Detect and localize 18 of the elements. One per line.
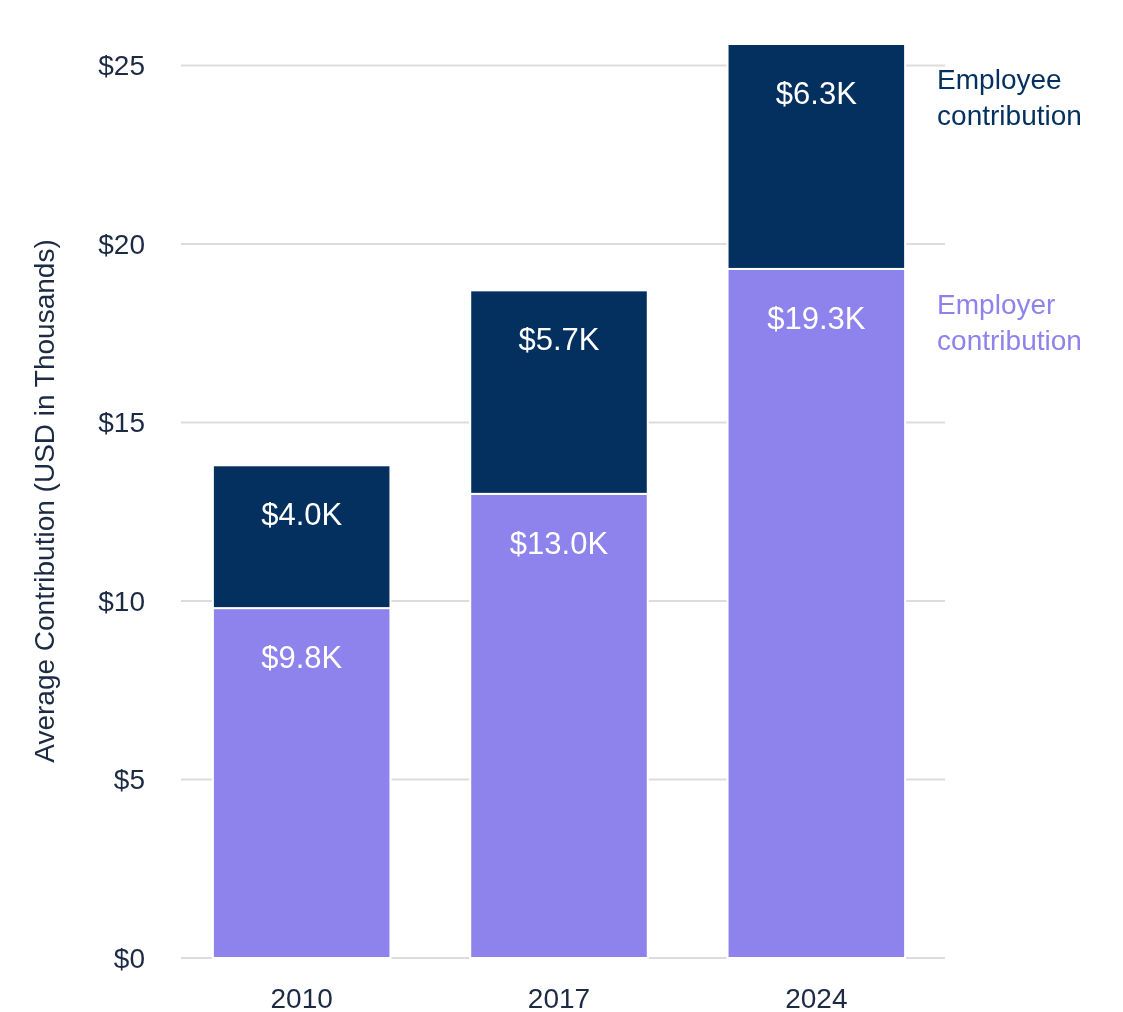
y-tick-label: $0 <box>113 942 145 974</box>
y-tick-label: $5 <box>113 764 145 796</box>
y-tick-label: $15 <box>98 407 145 439</box>
series-label: Employee contribution <box>937 64 1082 131</box>
y-tick-label: $10 <box>98 585 145 617</box>
x-tick-label: 2010 <box>270 983 333 1012</box>
data-label: $6.3K <box>775 76 858 111</box>
y-tick-label: $25 <box>98 50 145 82</box>
series-label: Employer contribution <box>937 288 1082 356</box>
y-tick-label: $20 <box>98 228 145 260</box>
data-label: $4.0K <box>261 497 343 533</box>
y-axis-title: Average Contribution (USD in Thousands) <box>29 239 60 763</box>
data-label: $19.3K <box>767 300 866 336</box>
data-label: $9.8K <box>261 640 343 676</box>
data-label: $13.0K <box>509 525 609 561</box>
data-label: $5.7K <box>518 322 600 358</box>
x-tick-label: 2024 <box>785 983 848 1012</box>
x-tick-label: 2017 <box>527 983 591 1012</box>
